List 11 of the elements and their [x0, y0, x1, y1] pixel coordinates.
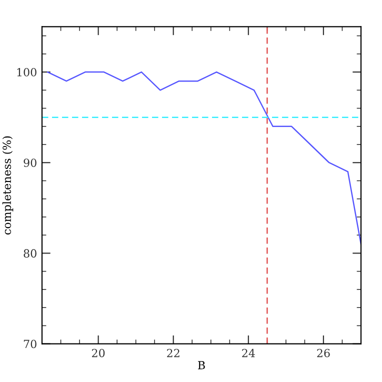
x-tick-label: 26	[317, 348, 330, 358]
line-series	[47, 71, 361, 245]
x-tick-label: 20	[92, 348, 105, 358]
y-tick-label: 100	[17, 68, 36, 76]
x-axis-title: B	[198, 361, 205, 370]
x-tick-label: 24	[242, 348, 255, 358]
y-tick-label: 80	[24, 249, 36, 258]
y-tick-label: 90	[24, 158, 36, 167]
y-tick-label: 70	[24, 340, 36, 348]
y-axis-title: completeness (%)	[2, 136, 14, 235]
x-tick-label: 22	[167, 348, 180, 358]
